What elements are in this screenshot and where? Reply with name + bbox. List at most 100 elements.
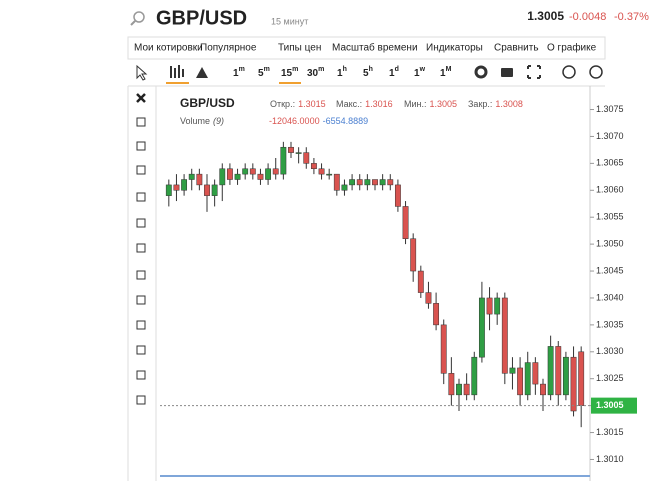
interval-button[interactable]: 1m	[233, 66, 245, 79]
interval-unit: m	[292, 66, 298, 73]
search-icon[interactable]	[133, 11, 145, 23]
interval-number: 5	[258, 68, 264, 79]
candle-body	[540, 383, 546, 396]
interval-number: 30	[307, 68, 319, 79]
drawing-tool[interactable]	[136, 117, 146, 127]
interval-button[interactable]: 1M	[440, 66, 452, 79]
interval-unit: d	[395, 66, 399, 73]
candle-body	[402, 206, 409, 239]
area-icon[interactable]	[196, 67, 208, 78]
candle-body	[509, 367, 516, 374]
drawing-tool[interactable]	[136, 218, 146, 228]
change: -0.0048	[569, 11, 606, 23]
y-tick-label: 1.3010	[596, 454, 624, 464]
menu-item[interactable]: Масштаб времени	[332, 42, 418, 54]
interval-unit: m	[264, 66, 270, 73]
interval-button[interactable]: 1h	[337, 66, 347, 79]
y-tick-label: 1.3075	[596, 104, 624, 114]
interval-button[interactable]: 15m	[281, 66, 298, 79]
candle-body	[578, 351, 585, 406]
candle-body	[471, 356, 478, 396]
candle-body	[219, 168, 226, 186]
candle-body	[341, 184, 348, 191]
y-tick-label: 1.3070	[596, 131, 624, 141]
cursor-icon[interactable]	[136, 64, 148, 81]
volume-legend: Volume (9) -12046.0000 -6554.8889	[180, 116, 368, 126]
y-tick-label: 1.3065	[596, 158, 624, 168]
candle-body	[394, 184, 401, 207]
drawing-tool[interactable]	[136, 320, 146, 330]
interval-button[interactable]: 1w	[414, 66, 426, 79]
interval-button[interactable]: 30m	[307, 66, 324, 79]
candles-icon[interactable]	[170, 65, 184, 78]
drawing-tool[interactable]	[136, 141, 146, 151]
interval: 15 минут	[271, 16, 308, 26]
interval-unit: m	[318, 66, 324, 73]
legend-key: Мин.:	[404, 99, 427, 109]
upload-icon[interactable]	[589, 65, 603, 79]
y-tick-label: 1.3060	[596, 185, 624, 195]
legend-key: Макс.:	[336, 99, 362, 109]
last-price-box	[591, 397, 637, 414]
legend-value: 1.3005	[430, 99, 458, 109]
candle-body	[272, 168, 279, 175]
menu-item[interactable]: Индикаторы	[426, 43, 483, 54]
menu-item[interactable]: О графике	[547, 42, 597, 54]
candle-body	[440, 324, 447, 374]
candle-body	[517, 367, 524, 396]
candle-body	[333, 173, 340, 191]
drawing-tool[interactable]	[136, 165, 146, 175]
candle-body	[364, 179, 371, 186]
candle-body	[234, 173, 241, 180]
expand-icon[interactable]	[527, 65, 541, 79]
menu-item[interactable]: Сравнить	[494, 43, 539, 54]
legend-value: 1.3015	[298, 99, 326, 109]
candle-body	[486, 297, 493, 315]
menu-item[interactable]: Типы цен	[278, 43, 321, 54]
candle-body	[356, 179, 363, 186]
candle-body	[410, 238, 417, 272]
legend-item: Закр.: 1.3008	[468, 99, 523, 109]
menu-item[interactable]: Мои котировки	[134, 43, 203, 54]
interval-number: 1	[233, 68, 239, 79]
candle-body	[555, 346, 562, 396]
interval-button[interactable]: 1d	[389, 66, 399, 79]
drawing-tool[interactable]	[136, 192, 146, 202]
camera-icon[interactable]	[501, 68, 513, 77]
volume-period: (9)	[213, 116, 224, 126]
candle-body	[326, 173, 333, 176]
candle-body	[456, 383, 462, 396]
volume-value: -6554.8889	[323, 116, 369, 126]
y-tick-label: 1.3030	[596, 346, 624, 356]
interval-button[interactable]: 5m	[258, 66, 270, 79]
drawing-tool[interactable]	[136, 295, 146, 305]
candle-body	[379, 179, 386, 186]
interval-button[interactable]: 5h	[363, 66, 373, 79]
candle-body	[417, 270, 424, 293]
drawing-tool[interactable]	[136, 243, 146, 253]
settings-icon[interactable]	[474, 65, 488, 79]
drawing-tool[interactable]	[136, 370, 146, 380]
drawing-tool[interactable]	[136, 345, 146, 355]
candle-body	[181, 179, 188, 191]
candle-body	[448, 373, 455, 396]
candle-body	[349, 179, 356, 186]
volume-value: -12046.0000	[269, 116, 320, 126]
legend-item: Макс.: 1.3016	[336, 99, 393, 109]
menu-item[interactable]: Популярное	[200, 43, 257, 54]
interval-number: 1	[414, 68, 420, 79]
interval-number: 15	[281, 68, 293, 79]
interval-unit: w	[419, 66, 426, 73]
remove-tool[interactable]	[136, 93, 146, 103]
legend-key: Закр.:	[468, 99, 492, 109]
candle-body	[288, 146, 294, 153]
legend-symbol: GBP/USD	[180, 96, 235, 110]
download-icon[interactable]	[562, 65, 576, 79]
interval-unit: h	[369, 66, 373, 73]
candle-body	[295, 152, 302, 154]
drawing-tool[interactable]	[136, 270, 146, 280]
drawing-tool[interactable]	[136, 395, 146, 405]
legend-item: Откр.: 1.3015	[270, 99, 326, 109]
candle-body	[433, 303, 440, 326]
